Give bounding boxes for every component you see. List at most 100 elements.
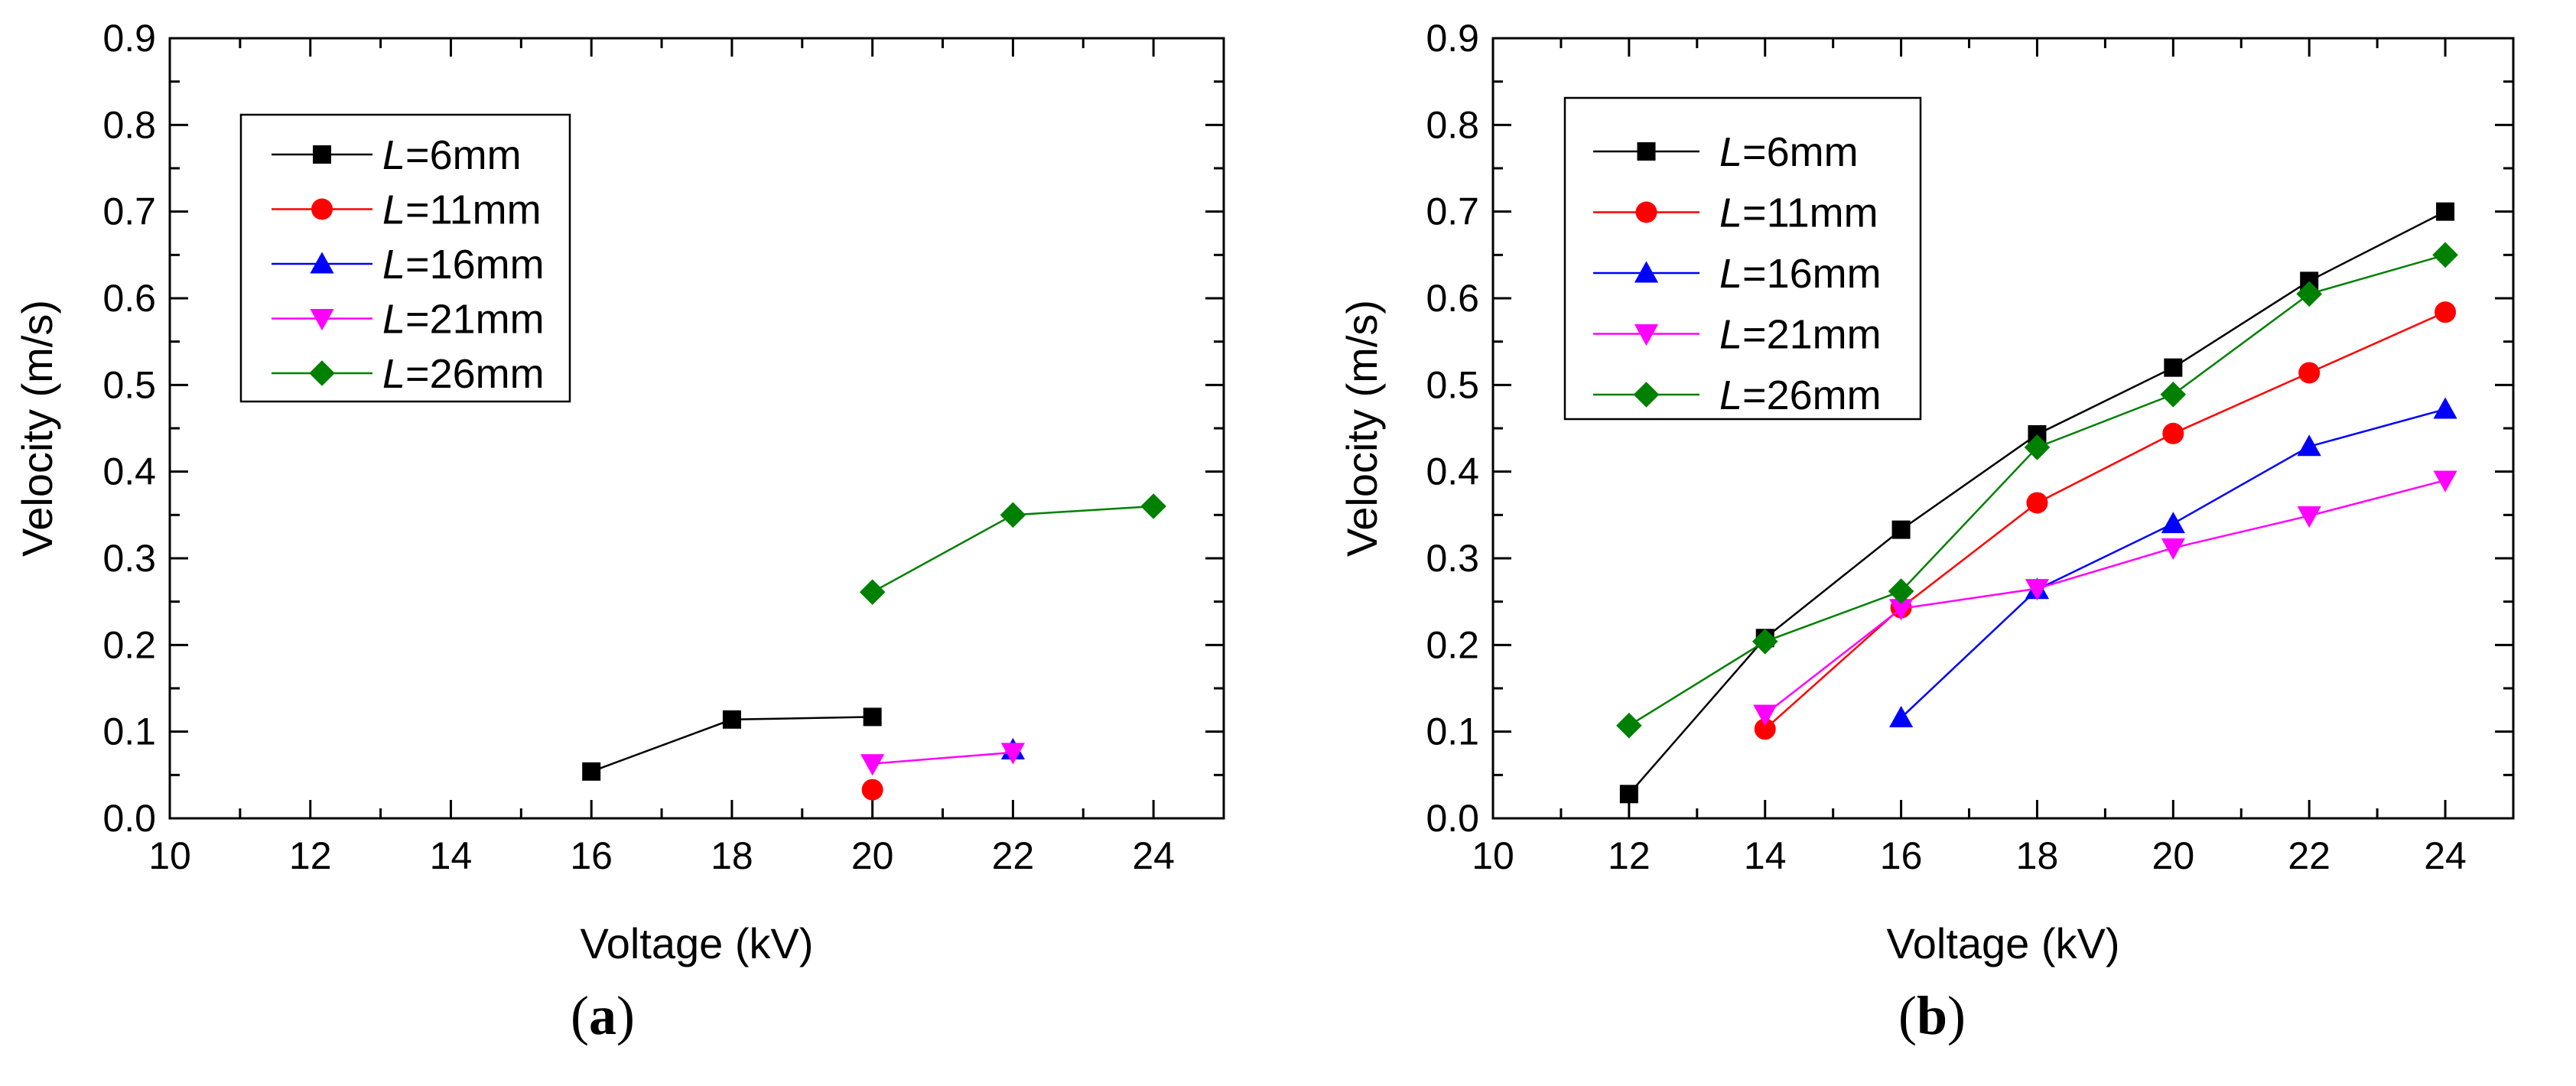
data-point	[1891, 520, 1911, 539]
legend-item: L=26mm	[272, 351, 545, 397]
data-point	[1754, 718, 1776, 740]
legend-label: L=21mm	[1719, 312, 1882, 358]
data-point	[1889, 599, 1914, 621]
y-tick-label: 0.7	[102, 190, 156, 233]
legend-label: L=11mm	[1719, 190, 1878, 236]
data-point	[1616, 712, 1642, 739]
y-tick-label: 0.8	[102, 103, 156, 146]
y-tick-label: 0.2	[102, 623, 156, 666]
y-tick-label: 0.4	[102, 450, 156, 493]
series-line	[872, 751, 1013, 765]
legend-marker	[309, 360, 335, 386]
data-point	[863, 707, 882, 727]
x-tick-label: 20	[851, 834, 894, 877]
data-point	[2435, 301, 2457, 324]
x-tick-label: 22	[2288, 834, 2330, 877]
data-point	[2297, 506, 2321, 528]
legend-marker	[310, 252, 334, 274]
legend-item: L=11mm	[272, 187, 542, 233]
y-axis-title: Velocity (m/s)	[13, 300, 61, 557]
legend-marker	[313, 145, 331, 164]
data-point	[1140, 493, 1166, 519]
data-point	[2298, 362, 2321, 384]
y-tick-label: 0.0	[1426, 797, 1479, 840]
data-point	[859, 579, 886, 605]
data-point	[1619, 785, 1638, 804]
series-0	[582, 707, 882, 781]
x-tick-label: 12	[1608, 834, 1651, 877]
chart-panel-a: 10 12 14 16 18 20 22 24 0.0 0.1 0.2 0.3 0.4 0.5 0.6 0.7…	[13, 17, 1225, 1046]
data-point	[2161, 538, 2185, 560]
data-point	[2026, 492, 2048, 514]
x-tick-label: 10	[148, 834, 191, 877]
data-point	[2024, 434, 2051, 460]
data-point	[2436, 202, 2455, 221]
legend-item: L=11mm	[1593, 190, 1878, 236]
data-point	[582, 762, 601, 781]
y-tick-label: 0.0	[102, 797, 156, 840]
x-tick-label: 18	[2016, 834, 2059, 877]
x-tick-label: 16	[1880, 834, 1923, 877]
data-point	[2433, 470, 2457, 493]
x-axis-title: Voltage (kV)	[1886, 919, 2119, 967]
series-3	[1753, 470, 2457, 727]
data-point	[2432, 242, 2458, 268]
x-axis-title: Voltage (kV)	[580, 919, 813, 967]
legend-marker	[311, 198, 333, 220]
series-line	[1764, 479, 2446, 715]
x-tick-label: 18	[711, 834, 753, 877]
x-tick-label: 20	[2152, 834, 2195, 877]
series-3	[860, 743, 1025, 776]
y-axis-title: Velocity (m/s)	[1338, 300, 1386, 557]
data-point	[2025, 579, 2050, 601]
legend-marker	[310, 309, 334, 331]
legend-marker	[1635, 201, 1657, 223]
data-point	[1000, 502, 1026, 528]
chart-panel-b: 10 12 14 16 18 20 22 24 0.0 0.1 0.2 0.3 0.4 0.5 0.6 0.7…	[1338, 17, 2515, 1046]
y-tick-label: 0.1	[102, 710, 156, 753]
data-point	[2162, 422, 2184, 444]
data-point	[2161, 512, 2185, 534]
x-tick-label: 22	[992, 834, 1035, 877]
series-4	[859, 493, 1166, 605]
series-1	[861, 779, 883, 801]
series-2	[1889, 397, 2457, 728]
y-tick-label: 0.9	[1426, 17, 1479, 60]
legend-item: L=6mm	[272, 132, 522, 178]
legend-label: L=16mm	[382, 242, 545, 288]
x-tick-label: 10	[1472, 834, 1514, 877]
data-point	[861, 779, 883, 801]
legend-box	[239, 113, 571, 403]
legend-marker	[1634, 324, 1659, 346]
data-point	[2164, 358, 2183, 377]
x-tick-label: 16	[570, 834, 613, 877]
y-tick-label: 0.3	[102, 537, 156, 580]
y-tick-label: 0.2	[1426, 623, 1479, 666]
y-tick-label: 0.5	[1426, 363, 1479, 406]
data-point	[2296, 281, 2322, 307]
legend-item: L=6mm	[1593, 129, 1859, 175]
legend-label: L=6mm	[382, 132, 522, 178]
y-tick-label: 0.5	[102, 363, 156, 406]
y-tick-label: 0.7	[1426, 190, 1479, 233]
legend-label: L=21mm	[382, 297, 545, 343]
legend: L=6mm L=11mm L=16mm L=21mm L=26mm	[239, 113, 571, 403]
x-tick-label: 24	[1132, 834, 1175, 877]
x-tick-label: 12	[289, 834, 332, 877]
legend-label: L=26mm	[1719, 372, 1882, 418]
x-tick-label: 24	[2424, 834, 2467, 877]
data-point	[722, 710, 741, 729]
data-point	[2297, 434, 2321, 457]
legend-item: L=16mm	[272, 242, 545, 288]
y-tick-label: 0.6	[1426, 277, 1479, 320]
legend-item: L=16mm	[1593, 251, 1882, 297]
data-point	[1889, 705, 1914, 728]
data-point	[1753, 704, 1778, 727]
legend-label: L=6mm	[1719, 129, 1859, 175]
legend-item: L=26mm	[1593, 372, 1882, 418]
legend-marker	[1633, 382, 1660, 408]
data-point	[860, 754, 885, 776]
x-tick-label: 14	[1744, 834, 1787, 877]
y-tick-label: 0.6	[102, 277, 156, 320]
